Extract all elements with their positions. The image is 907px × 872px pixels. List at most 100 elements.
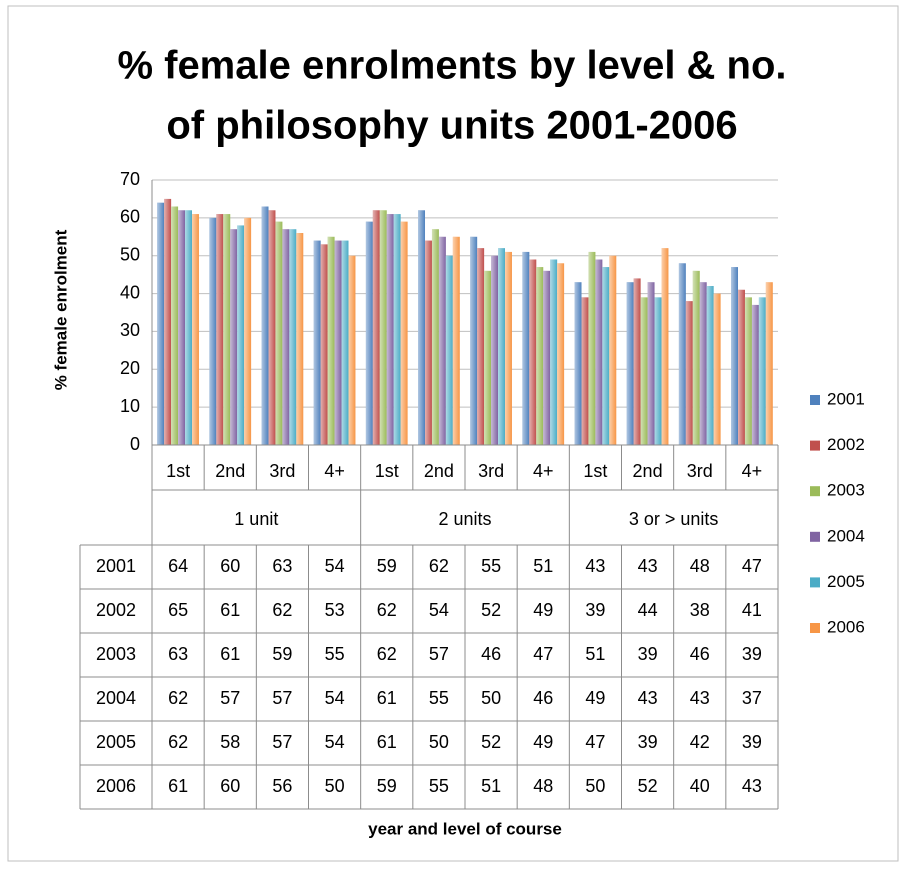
table-cell: 63	[168, 644, 188, 664]
bar-sheen	[522, 251, 530, 445]
bar-sheen	[477, 248, 485, 445]
legend-label: 2006	[827, 617, 865, 636]
legend-label: 2004	[827, 526, 865, 545]
y-tick-label: 30	[120, 320, 140, 340]
bar-sheen	[731, 267, 739, 445]
bar-sheen	[341, 240, 349, 445]
table-cell: 43	[742, 776, 762, 796]
bar-sheen	[543, 270, 551, 445]
table-cell: 50	[325, 776, 345, 796]
bar-sheen	[275, 221, 283, 445]
bar-sheen	[765, 282, 773, 445]
bar-sheen	[348, 255, 356, 445]
table-cell: 44	[638, 600, 658, 620]
table-cell: 52	[481, 732, 501, 752]
y-tick-label: 10	[120, 396, 140, 416]
bar-sheen	[550, 259, 558, 445]
legend-label: 2003	[827, 481, 865, 500]
legend-swatch	[810, 486, 820, 497]
table-cell: 57	[272, 732, 292, 752]
bar-sheen	[647, 282, 655, 445]
table-cell: 62	[272, 600, 292, 620]
bar-sheen	[574, 282, 582, 445]
bar-sheen	[758, 297, 766, 445]
bar-sheen	[164, 198, 172, 445]
table-cell: 61	[168, 776, 188, 796]
table-cell: 58	[220, 732, 240, 752]
table-cell: 43	[690, 688, 710, 708]
bar-sheen	[438, 236, 446, 445]
table-cell: 57	[272, 688, 292, 708]
bar-sheen	[581, 297, 589, 445]
table-cell: 62	[168, 688, 188, 708]
bar-sheen	[588, 251, 596, 445]
bar-sheen	[296, 233, 304, 445]
bar-sheen	[491, 255, 499, 445]
table-row-label: 2006	[96, 776, 136, 796]
table-cell: 37	[742, 688, 762, 708]
table-cell: 62	[429, 556, 449, 576]
bar-sheen	[425, 240, 432, 445]
bar-sheen	[379, 210, 387, 445]
x-tick-label: 3rd	[687, 461, 713, 481]
table-cell: 54	[429, 600, 449, 620]
bar-sheen	[713, 293, 721, 445]
bar-sheen	[738, 289, 745, 445]
group-label: 3 or > units	[629, 509, 719, 529]
x-tick-label: 3rd	[269, 461, 295, 481]
bar-sheen	[744, 297, 752, 445]
bar-sheen	[536, 267, 544, 445]
group-label: 2 units	[438, 509, 491, 529]
table-cell: 43	[638, 556, 658, 576]
bar-sheen	[751, 304, 759, 445]
table-cell: 42	[690, 732, 710, 752]
table-cell: 62	[377, 644, 397, 664]
legend-swatch	[810, 440, 820, 451]
bar-sheen	[498, 248, 505, 445]
x-tick-label: 1st	[375, 461, 399, 481]
bar-sheen	[602, 267, 610, 445]
bar-sheen	[216, 214, 224, 445]
x-tick-label: 4+	[533, 461, 554, 481]
y-tick-label: 40	[120, 282, 140, 302]
legend-swatch	[810, 395, 820, 405]
table-cell: 60	[220, 556, 240, 576]
bar-sheen	[185, 210, 192, 445]
x-tick-label: 3rd	[478, 461, 504, 481]
bar-sheen	[327, 236, 335, 445]
table-cell: 48	[533, 776, 553, 796]
bar-sheen	[334, 240, 342, 445]
table-cell: 50	[429, 732, 449, 752]
table-cell: 65	[168, 600, 188, 620]
x-tick-label: 2nd	[215, 461, 245, 481]
bar-sheen	[706, 286, 714, 445]
x-tick-label: 4+	[742, 461, 763, 481]
table-cell: 39	[638, 732, 658, 752]
y-tick-label: 0	[130, 434, 140, 454]
table-cell: 38	[690, 600, 710, 620]
table-cell: 47	[585, 732, 605, 752]
bar-sheen	[313, 240, 321, 445]
bar-sheen	[557, 263, 565, 445]
x-tick-label: 4+	[324, 461, 345, 481]
table-row-label: 2001	[96, 556, 136, 576]
bar-sheen	[418, 210, 426, 445]
legend-swatch	[810, 623, 820, 633]
bar-sheen	[504, 251, 512, 445]
table-cell: 50	[585, 776, 605, 796]
table-cell: 55	[481, 556, 501, 576]
table-cell: 53	[325, 600, 345, 620]
table-cell: 39	[585, 600, 605, 620]
bar-sheen	[661, 248, 669, 445]
bar-sheen	[431, 229, 439, 445]
bar-sheen	[595, 259, 603, 445]
y-tick-label: 20	[120, 358, 140, 378]
bar-sheen	[191, 214, 199, 445]
bar-sheen	[626, 282, 634, 445]
table-cell: 57	[429, 644, 449, 664]
legend-label: 2001	[827, 389, 865, 408]
x-axis-title: year and level of course	[368, 819, 562, 838]
table-cell: 54	[325, 556, 345, 576]
table-cell: 61	[220, 600, 240, 620]
bar-sheen	[237, 225, 245, 445]
